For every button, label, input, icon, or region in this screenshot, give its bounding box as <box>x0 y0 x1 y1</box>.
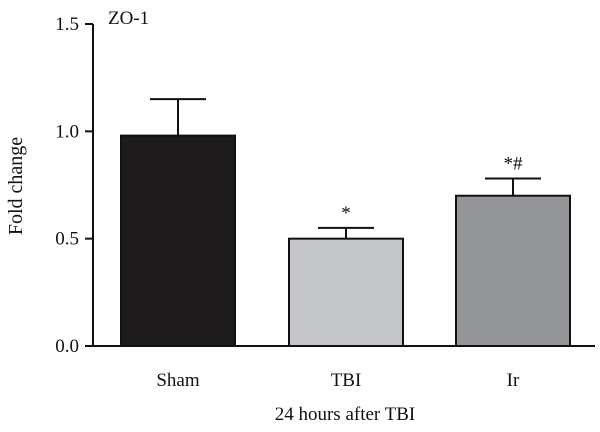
chart-title: ZO-1 <box>108 8 149 29</box>
x-category-label: Ir <box>507 370 520 391</box>
significance-annotations: * *# <box>341 154 523 224</box>
significance-mark-tbi: * <box>341 203 351 224</box>
y-tick-label: 1.5 <box>55 14 79 35</box>
x-axis-label: 24 hours after TBI <box>275 404 416 425</box>
significance-mark-ir: *# <box>504 154 524 175</box>
y-tick-label: 0.0 <box>55 336 79 357</box>
error-bars <box>150 98 541 239</box>
bar-sham <box>120 134 236 347</box>
x-category-label: Sham <box>156 370 200 391</box>
y-tick-label: 1.0 <box>55 121 79 142</box>
bar-ir <box>455 194 571 347</box>
axes <box>92 24 595 347</box>
y-axis-ticks: 0.0 0.5 1.0 1.5 <box>55 14 93 357</box>
x-category-label: TBI <box>331 370 362 391</box>
y-tick-label: 0.5 <box>55 229 79 250</box>
x-axis-category-labels: Sham TBI Ir <box>156 370 520 391</box>
bar-tbi <box>288 237 404 348</box>
y-axis-label: Fold change <box>5 137 27 235</box>
